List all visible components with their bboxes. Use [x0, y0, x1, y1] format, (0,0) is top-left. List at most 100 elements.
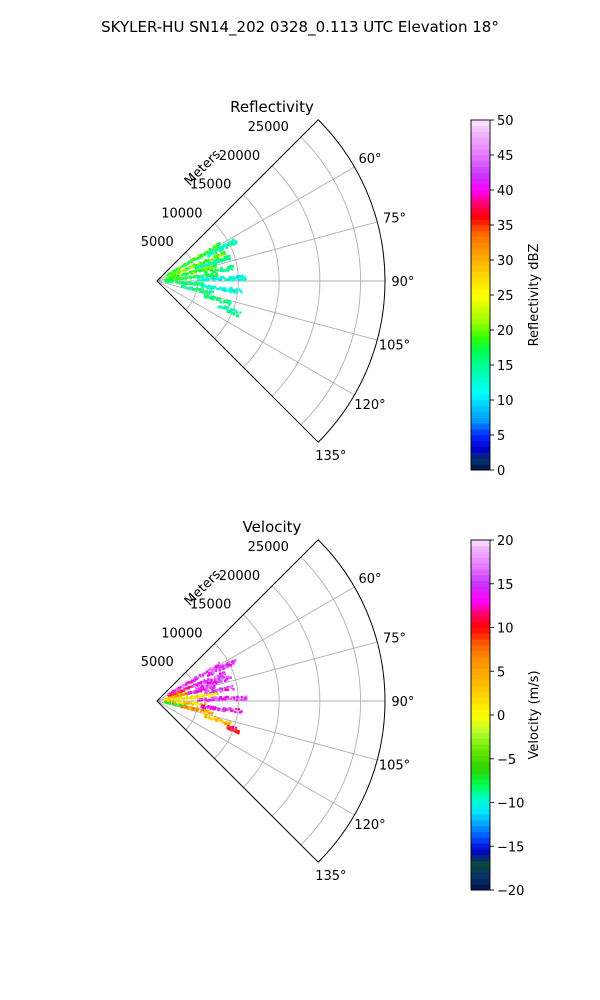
- echo-gate: [195, 678, 198, 681]
- echo-gate: [216, 243, 219, 246]
- echo-gate: [175, 701, 178, 704]
- echo-gate: [204, 685, 207, 688]
- echo-gate: [195, 701, 198, 705]
- echo-gate: [207, 693, 210, 696]
- echo-gate: [229, 301, 232, 305]
- echo-gate: [218, 297, 222, 300]
- echo-gate: [237, 708, 240, 711]
- echo-gate: [233, 729, 236, 732]
- echo-gate: [215, 677, 218, 680]
- range-tick-label: 10000: [161, 626, 202, 641]
- echo-gate: [205, 711, 208, 714]
- azimuth-spoke: [156, 280, 378, 341]
- echo-gate: [229, 240, 232, 244]
- echo-gate: [199, 288, 203, 291]
- echo-gate: [182, 282, 185, 285]
- echo-gate: [198, 275, 201, 278]
- echo-gate: [181, 697, 184, 700]
- echo-gate: [215, 690, 218, 693]
- echo-cluster: [203, 713, 232, 726]
- echo-gate: [239, 290, 242, 293]
- echo-gate: [220, 268, 223, 271]
- echo-gate: [216, 707, 219, 710]
- echo-gate: [232, 312, 235, 315]
- echo-gate: [177, 271, 181, 274]
- echo-gate: [179, 690, 182, 693]
- echo-gate: [200, 708, 203, 712]
- echo-gate: [205, 264, 208, 267]
- echo-gate: [193, 282, 196, 285]
- colorbar-segment: [471, 680, 490, 687]
- colorbar-segment: [471, 254, 490, 261]
- echo-gate: [204, 290, 207, 293]
- echo-gate: [198, 269, 201, 272]
- echo-gate: [164, 279, 167, 282]
- echo-gate: [218, 680, 221, 684]
- echo-gate: [185, 705, 188, 708]
- echo-gate: [204, 702, 207, 705]
- echo-gate: [227, 310, 230, 313]
- echo-gate: [223, 256, 226, 259]
- echo-gate: [213, 249, 216, 252]
- echo-gate: [214, 264, 217, 267]
- echo-gate: [192, 685, 196, 688]
- echo-gate: [211, 673, 214, 676]
- colorbar-segment: [471, 166, 490, 173]
- echo-gate: [205, 710, 209, 713]
- echo-gate: [223, 707, 226, 710]
- echo-gate: [174, 702, 177, 705]
- echo-gate: [217, 306, 220, 309]
- colorbar-segment: [471, 790, 490, 798]
- echo-gate: [236, 315, 239, 318]
- echo-gate: [177, 697, 180, 700]
- echo-gate: [198, 694, 201, 698]
- colorbar-segment: [471, 884, 490, 891]
- echo-gate: [180, 705, 183, 709]
- echo-gate: [172, 701, 175, 704]
- echo-cluster: [180, 705, 214, 715]
- echo-gate: [204, 295, 207, 298]
- echo-gate: [204, 690, 207, 693]
- echo-gate: [172, 698, 175, 701]
- colorbar-segment: [471, 306, 490, 313]
- echo-gate: [173, 278, 176, 281]
- echo-gate: [233, 278, 236, 281]
- colorbar-segment: [471, 446, 490, 453]
- echo-gate: [212, 277, 215, 280]
- colorbar-tick-label: 0: [497, 709, 505, 724]
- colorbar-segment: [471, 184, 490, 191]
- colorbar-segment: [471, 627, 490, 634]
- echo-gate: [209, 667, 212, 670]
- echo-gate: [215, 273, 218, 276]
- echo-gate: [212, 681, 216, 684]
- colorbar-segment: [471, 376, 490, 383]
- echo-gate: [212, 297, 215, 301]
- echo-gate: [234, 710, 237, 714]
- echo-gate: [220, 665, 223, 668]
- colorbar-segment: [471, 761, 490, 768]
- echo-gate: [220, 252, 223, 255]
- echo-gate: [210, 670, 213, 673]
- echo-gate: [189, 702, 192, 705]
- echo-gate: [176, 703, 179, 706]
- echo-gate: [177, 701, 181, 704]
- colorbar-segment: [471, 615, 490, 623]
- colorbar-segment: [471, 557, 490, 564]
- echo-cluster: [166, 242, 221, 277]
- echo-gate: [221, 687, 224, 690]
- azimuth-tick-label: 120°: [354, 398, 385, 413]
- echo-gate: [181, 265, 184, 268]
- echo-gate: [208, 266, 211, 269]
- colorbar-segment: [471, 248, 490, 255]
- echo-gate: [217, 688, 220, 691]
- echo-gate: [172, 273, 175, 276]
- echo-gate: [214, 698, 218, 702]
- echo-gate: [209, 267, 212, 270]
- echo-cluster: [164, 272, 219, 282]
- echo-cluster: [180, 285, 214, 295]
- echo-gate: [225, 675, 228, 678]
- echo-gate: [214, 262, 217, 265]
- echo-gate: [210, 679, 213, 682]
- colorbar-segment: [471, 190, 490, 197]
- colorbar-segment: [471, 353, 490, 360]
